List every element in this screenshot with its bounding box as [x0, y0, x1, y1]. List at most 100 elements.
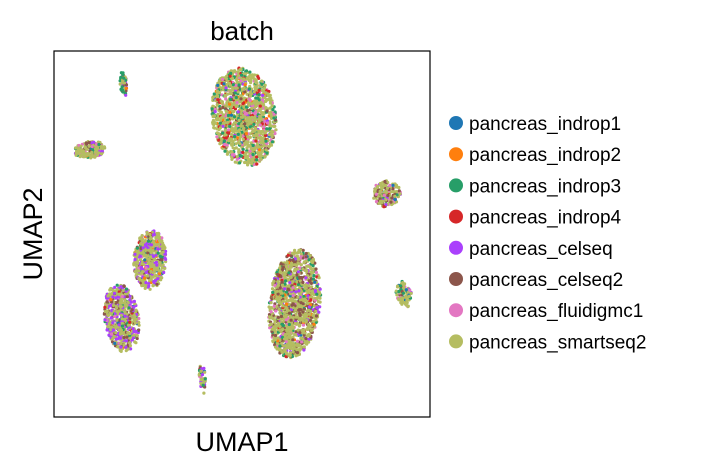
point-pancreas_smartseq2 — [268, 323, 272, 327]
point-pancreas_smartseq2 — [105, 309, 109, 313]
point-pancreas_smartseq2 — [278, 325, 282, 329]
point-pancreas_smartseq2 — [257, 119, 262, 123]
point-pancreas_smartseq2 — [159, 275, 163, 279]
point-pancreas_smartseq2 — [126, 323, 131, 327]
point-pancreas_smartseq2 — [293, 263, 297, 267]
point-pancreas_smartseq2 — [269, 316, 273, 320]
point-pancreas_celseq — [144, 270, 148, 274]
point-pancreas_smartseq2 — [402, 286, 406, 290]
point-pancreas_smartseq2 — [230, 76, 235, 81]
point-pancreas_smartseq2 — [273, 124, 277, 128]
point-pancreas_fluidigmc1 — [248, 98, 252, 102]
point-pancreas_celseq2 — [314, 267, 318, 271]
point-pancreas_smartseq2 — [290, 325, 294, 329]
point-pancreas_celseq2 — [298, 313, 302, 317]
point-pancreas_fluidigmc1 — [284, 340, 288, 344]
point-pancreas_smartseq2 — [409, 291, 413, 295]
point-pancreas_indrop4 — [103, 305, 107, 309]
point-pancreas_fluidigmc1 — [262, 125, 266, 129]
point-pancreas_smartseq2 — [261, 113, 265, 117]
point-pancreas_celseq2 — [267, 313, 272, 317]
point-pancreas_smartseq2 — [109, 325, 113, 329]
point-pancreas_smartseq2 — [228, 92, 232, 96]
point-pancreas_celseq — [119, 285, 123, 289]
point-pancreas_celseq — [129, 347, 133, 351]
point-pancreas_indrop3 — [228, 97, 232, 101]
point-pancreas_smartseq2 — [258, 84, 262, 88]
point-pancreas_indrop2 — [109, 298, 113, 302]
point-pancreas_smartseq2 — [146, 261, 150, 265]
point-pancreas_indrop1 — [391, 183, 395, 187]
point-pancreas_smartseq2 — [242, 105, 246, 109]
point-pancreas_smartseq2 — [240, 87, 245, 91]
point-pancreas_celseq2 — [221, 105, 225, 110]
point-pancreas_indrop3 — [115, 283, 119, 287]
point-pancreas_celseq2 — [135, 336, 139, 341]
point-pancreas_indrop2 — [228, 110, 232, 115]
point-pancreas_smartseq2 — [312, 267, 316, 271]
point-pancreas_indrop3 — [238, 88, 242, 92]
point-pancreas_indrop3 — [297, 283, 301, 287]
point-pancreas_indrop4 — [255, 155, 259, 159]
point-pancreas_celseq — [111, 321, 115, 325]
point-pancreas_fluidigmc1 — [291, 293, 295, 297]
point-pancreas_smartseq2 — [293, 299, 297, 303]
point-pancreas_indrop3 — [218, 121, 222, 125]
point-pancreas_smartseq2 — [278, 266, 282, 270]
legend-item-pancreas_smartseq2: pancreas_smartseq2 — [449, 332, 646, 353]
point-pancreas_smartseq2 — [257, 130, 261, 134]
point-pancreas_smartseq2 — [270, 287, 275, 291]
point-pancreas_smartseq2 — [140, 284, 144, 288]
point-pancreas_smartseq2 — [316, 300, 321, 304]
point-pancreas_indrop3 — [232, 115, 237, 119]
point-pancreas_celseq2 — [304, 251, 308, 256]
point-pancreas_smartseq2 — [159, 278, 163, 282]
point-pancreas_celseq — [152, 233, 156, 237]
point-pancreas_smartseq2 — [137, 321, 141, 325]
x-axis-label: UMAP1 — [195, 427, 288, 457]
point-pancreas_celseq — [297, 289, 301, 293]
point-pancreas_celseq2 — [155, 282, 159, 286]
point-pancreas_indrop3 — [256, 96, 260, 100]
point-pancreas_smartseq2 — [81, 149, 85, 153]
point-pancreas_smartseq2 — [109, 311, 114, 315]
point-pancreas_indrop4 — [309, 298, 313, 302]
point-pancreas_indrop3 — [285, 290, 289, 294]
point-pancreas_celseq — [313, 289, 317, 293]
point-pancreas_smartseq2 — [239, 124, 243, 128]
point-pancreas_smartseq2 — [304, 320, 308, 324]
point-pancreas_celseq — [123, 314, 127, 318]
point-pancreas_smartseq2 — [403, 282, 407, 286]
point-pancreas_celseq2 — [122, 335, 126, 340]
point-pancreas_smartseq2 — [400, 296, 405, 300]
point-pancreas_smartseq2 — [163, 266, 167, 270]
point-pancreas_celseq — [139, 265, 143, 270]
point-pancreas_smartseq2 — [140, 271, 144, 275]
point-pancreas_fluidigmc1 — [90, 144, 94, 149]
point-pancreas_indrop1 — [313, 280, 317, 284]
point-pancreas_smartseq2 — [375, 186, 379, 190]
point-pancreas_smartseq2 — [163, 246, 167, 250]
point-pancreas_celseq — [113, 285, 117, 289]
point-pancreas_celseq — [147, 284, 151, 288]
point-pancreas_smartseq2 — [282, 311, 286, 315]
point-pancreas_smartseq2 — [378, 191, 382, 195]
point-pancreas_smartseq2 — [245, 92, 249, 96]
chart-title: batch — [210, 16, 274, 46]
point-pancreas_smartseq2 — [137, 269, 141, 273]
point-pancreas_smartseq2 — [303, 341, 307, 345]
point-pancreas_smartseq2 — [307, 312, 311, 316]
point-pancreas_smartseq2 — [149, 255, 153, 259]
point-pancreas_smartseq2 — [293, 321, 297, 326]
point-pancreas_fluidigmc1 — [374, 200, 379, 204]
point-pancreas_indrop3 — [251, 152, 255, 157]
point-pancreas_smartseq2 — [116, 345, 120, 349]
point-pancreas_fluidigmc1 — [215, 135, 219, 139]
point-pancreas_smartseq2 — [395, 190, 399, 194]
point-pancreas_celseq — [307, 305, 311, 309]
point-pancreas_smartseq2 — [143, 239, 148, 243]
point-pancreas_smartseq2 — [314, 309, 318, 313]
point-pancreas_indrop3 — [158, 254, 162, 258]
point-pancreas_smartseq2 — [283, 333, 287, 337]
point-pancreas_celseq2 — [239, 97, 243, 101]
